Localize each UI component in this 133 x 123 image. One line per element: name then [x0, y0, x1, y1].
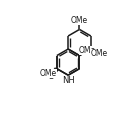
Text: OMe: OMe: [79, 46, 96, 55]
Text: OMe: OMe: [40, 69, 57, 78]
Text: OMe: OMe: [71, 15, 88, 24]
Text: NH: NH: [62, 76, 74, 85]
Text: OMe: OMe: [90, 49, 107, 58]
Text: O: O: [48, 72, 55, 81]
